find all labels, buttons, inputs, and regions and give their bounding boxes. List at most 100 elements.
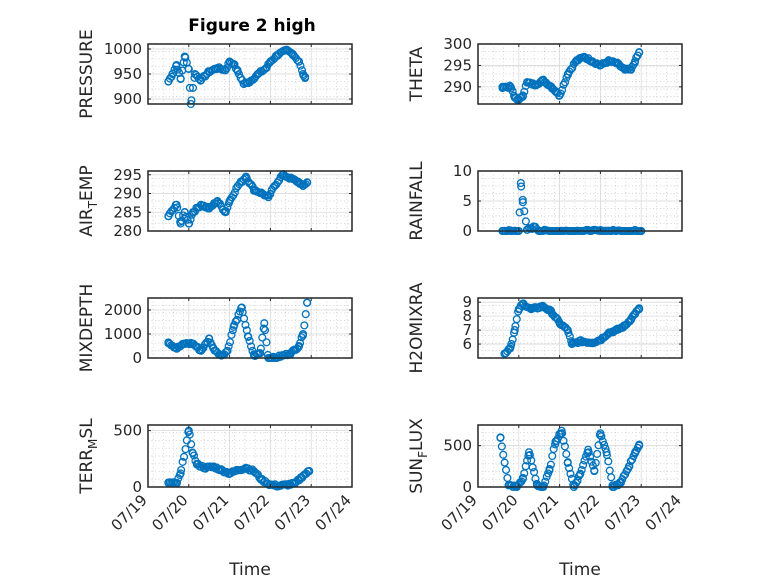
data-point <box>282 46 291 55</box>
data-point <box>512 315 521 324</box>
data-point <box>566 469 575 478</box>
y-tick-label: 295 <box>113 166 142 184</box>
axes-frame <box>477 43 683 105</box>
x-tick-label: 07/19 <box>438 491 481 534</box>
data-point <box>258 476 267 485</box>
data-point <box>539 76 548 85</box>
x-tick-label: 07/23 <box>271 491 314 534</box>
data-point <box>188 83 198 92</box>
data-point <box>286 174 295 183</box>
data-point <box>588 338 597 347</box>
data-point <box>600 440 609 449</box>
data-point <box>526 305 536 314</box>
y-axis-label: TERRMSL <box>77 418 100 495</box>
data-point <box>241 172 250 181</box>
data-point <box>604 328 613 337</box>
data-point <box>186 215 195 224</box>
y-tick-label: 0 <box>132 349 142 367</box>
y-axis-label: AIRTEMP <box>77 165 100 236</box>
data-point <box>241 463 250 472</box>
data-point <box>282 480 291 489</box>
data-point <box>223 346 232 355</box>
y-tick-label: 950 <box>113 65 142 83</box>
data-point <box>185 83 194 92</box>
data-point <box>256 344 265 353</box>
data-point <box>188 339 197 348</box>
data-point <box>555 319 564 328</box>
data-point <box>225 57 234 66</box>
data-point <box>635 441 644 450</box>
data-point <box>250 467 259 476</box>
data-point <box>579 460 588 470</box>
chart-panel-3: 0 5 10 RAINFALL <box>407 161 683 241</box>
data-point <box>190 69 199 79</box>
data-point <box>560 78 570 87</box>
data-point <box>180 339 189 348</box>
data-point <box>180 208 189 217</box>
scatter-series <box>164 426 314 491</box>
data-point <box>254 188 263 197</box>
chart-panel-0: 900 950 1000 PRESSURE <box>77 29 353 119</box>
data-point <box>205 334 214 343</box>
data-point <box>266 57 275 66</box>
data-point <box>264 193 273 202</box>
data-point <box>178 457 187 466</box>
data-point <box>233 466 242 475</box>
y-axis-label: RAINFALL <box>407 161 427 241</box>
data-point <box>624 462 634 471</box>
data-point <box>294 57 304 66</box>
data-point <box>213 63 222 73</box>
data-point <box>584 445 593 454</box>
data-point <box>531 80 540 89</box>
data-point <box>497 442 506 451</box>
data-point <box>176 219 185 228</box>
data-point <box>227 330 236 339</box>
data-point <box>522 78 532 87</box>
data-point <box>300 321 309 330</box>
scatter-series <box>500 299 644 358</box>
data-point <box>631 57 640 66</box>
data-point <box>243 332 253 341</box>
data-point <box>604 457 613 466</box>
data-point <box>549 444 558 454</box>
scatter-series <box>498 48 644 104</box>
data-point <box>555 91 564 100</box>
data-point <box>504 481 513 490</box>
data-point <box>188 449 197 458</box>
y-tick-label: 2000 <box>104 301 142 319</box>
data-point <box>577 465 586 475</box>
data-point <box>209 344 218 353</box>
data-point <box>221 208 230 217</box>
axes-frame <box>477 297 683 359</box>
data-point <box>260 319 269 328</box>
data-point <box>626 65 636 74</box>
data-point <box>297 66 307 75</box>
x-tick-label: 07/21 <box>519 491 562 534</box>
data-point <box>571 57 580 66</box>
data-point <box>575 337 585 346</box>
chart-panel-1: 290 295 300 THETA <box>407 35 683 105</box>
y-tick-label: 290 <box>443 78 472 96</box>
scatter-series <box>164 45 310 109</box>
x-tick-label: 07/21 <box>189 491 232 534</box>
data-point <box>557 426 566 435</box>
data-point <box>593 449 602 458</box>
data-point <box>518 474 527 483</box>
x-axis-label: Time <box>228 560 271 580</box>
data-point <box>500 458 509 467</box>
data-point <box>598 437 607 446</box>
data-point <box>563 458 572 467</box>
x-tick-label: 07/24 <box>642 491 685 534</box>
data-point <box>596 61 605 70</box>
data-point <box>245 77 255 86</box>
x-tick-label: 07/20 <box>148 491 191 534</box>
data-point <box>168 69 177 79</box>
data-point <box>247 342 256 351</box>
data-point <box>588 57 597 66</box>
data-point <box>262 338 271 347</box>
data-point <box>506 82 515 91</box>
y-axis-label: SUNFLUX <box>407 418 430 494</box>
data-point <box>185 340 194 349</box>
